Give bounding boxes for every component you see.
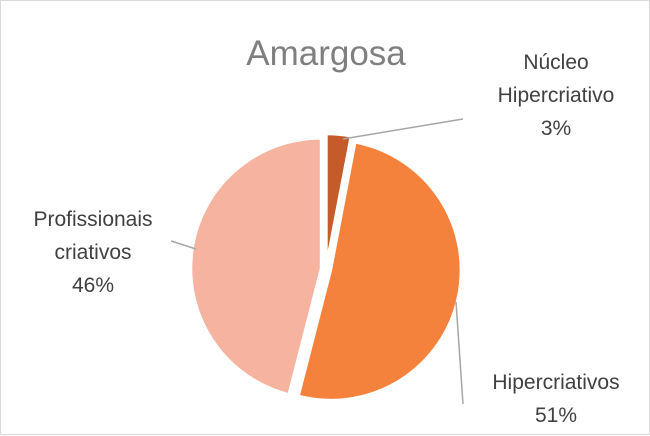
data-label-category: criativos [54, 241, 131, 264]
leader-line [342, 118, 464, 140]
pie-slice-profissionais-criativos [189, 137, 323, 396]
pie-slice-hipercriativos [297, 141, 463, 402]
data-label-category: Profissionais [33, 208, 152, 231]
data-label-percent: 3% [541, 117, 571, 140]
leader-line [170, 240, 197, 250]
pie-slice-núcleo-hipercriativo [325, 132, 353, 266]
data-label-category: Hipercriativos [492, 371, 619, 394]
data-label-category: Hipercriativo [498, 84, 615, 107]
data-label-percent: 51% [535, 404, 577, 427]
leader-line [455, 301, 464, 405]
data-label-category: Núcleo [523, 51, 588, 74]
data-label-percent: 46% [72, 274, 114, 297]
chart-title: Amargosa [246, 34, 406, 73]
